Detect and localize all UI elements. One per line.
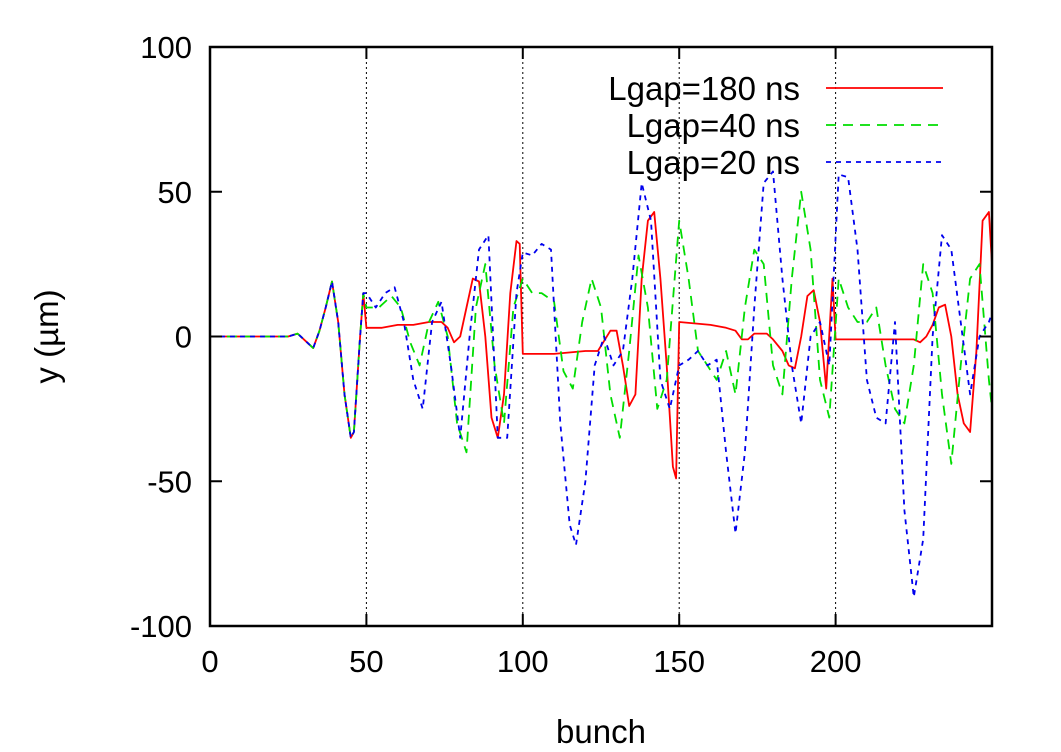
legend-label-lgap-40-ns: Lgap=40 ns <box>627 107 800 144</box>
series-line-lgap-20-ns <box>210 170 993 598</box>
plot-frame <box>208 45 994 628</box>
y-tick-label: 100 <box>140 30 192 65</box>
x-tick-label: 0 <box>201 644 218 679</box>
x-tick-label: 50 <box>349 644 383 679</box>
x-tick-label: 150 <box>653 644 705 679</box>
vertical-reference-lines <box>365 47 837 626</box>
x-axis-label: bunch <box>556 713 646 750</box>
legend-label-lgap-180-ns: Lgap=180 ns <box>608 70 800 107</box>
series-line-lgap-40-ns <box>210 190 993 465</box>
x-tick-label: 100 <box>497 644 549 679</box>
series-lines <box>210 170 993 598</box>
axis-ticks <box>209 46 992 627</box>
y-tick-label: 0 <box>175 320 192 355</box>
x-tick-label: 200 <box>810 644 862 679</box>
legend-label-lgap-20-ns: Lgap=20 ns <box>627 144 800 181</box>
y-tick-labels: -100 -50 0 50 100 <box>130 30 192 644</box>
y-tick-label: 50 <box>158 175 192 210</box>
y-tick-label: -100 <box>130 609 192 644</box>
y-axis-label: y (µm) <box>28 289 65 383</box>
y-tick-label: -50 <box>147 464 192 499</box>
x-tick-labels: 0 50 100 150 200 <box>201 644 861 679</box>
